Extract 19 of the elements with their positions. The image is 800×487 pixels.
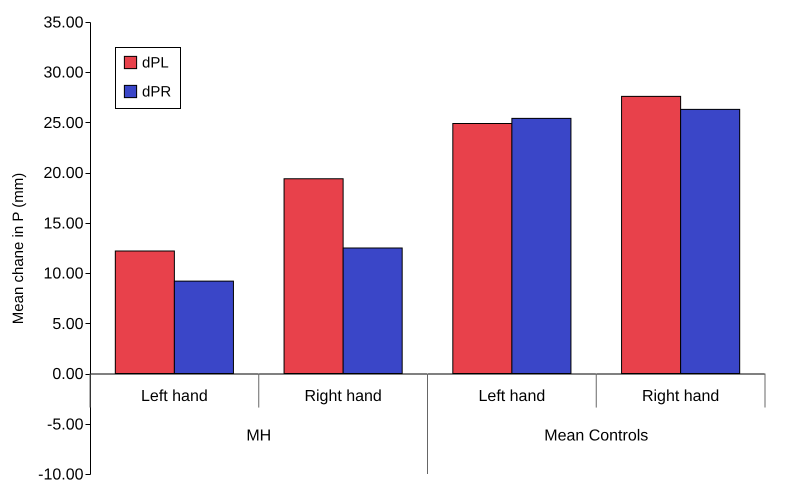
x-tick-label: Left hand	[478, 388, 546, 406]
y-tick-label: 30.00	[43, 64, 84, 82]
annotation: Mean Controls	[544, 428, 648, 445]
annotation: MH	[246, 428, 272, 445]
x-tick-label: Left hand	[141, 388, 208, 406]
legend-label: dPR	[142, 84, 172, 100]
x-tick-label: Right hand	[304, 388, 382, 406]
y-tick-label: -10.00	[38, 466, 84, 484]
y-tick-label: 25.00	[43, 114, 84, 132]
legend-label: dPL	[142, 54, 169, 72]
x-tick-label: Right hand	[642, 388, 720, 406]
y-tick-label: 20.00	[43, 165, 84, 182]
y-tick-label: -5.00	[47, 416, 84, 434]
y-tick-label: 5.00	[52, 316, 84, 333]
y-tick-label: 0.00	[52, 366, 84, 384]
y-axis-title: Mean chane in P (mm)	[10, 172, 28, 324]
y-tick-label: 15.00	[43, 215, 84, 232]
y-tick-label: 10.00	[43, 266, 84, 283]
y-tick-label: 35.00	[43, 14, 84, 32]
